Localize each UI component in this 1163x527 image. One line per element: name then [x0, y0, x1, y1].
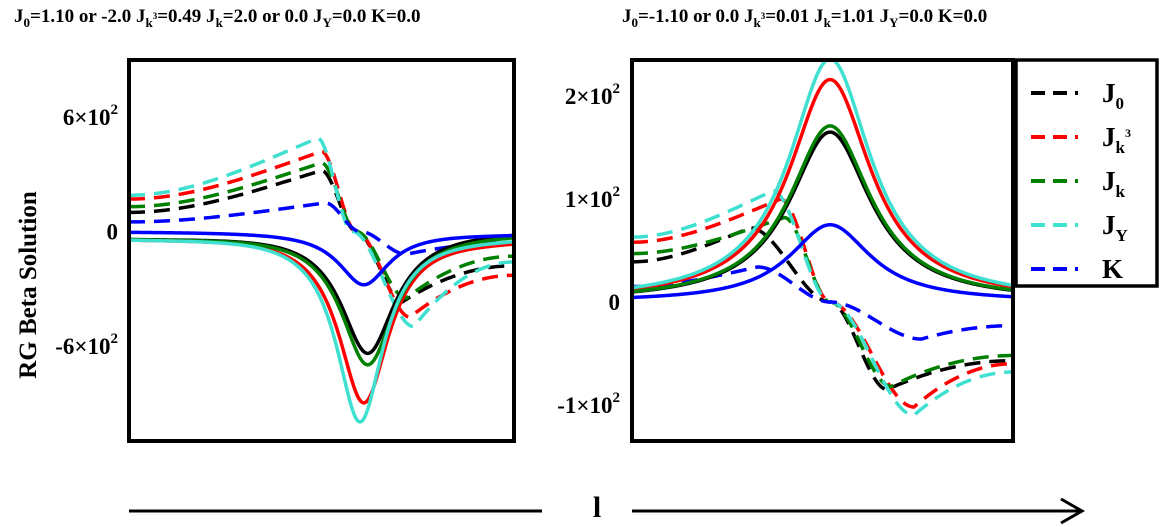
- y-tick-label: 0: [107, 219, 119, 244]
- legend-box: [1014, 58, 1159, 288]
- y-tick-label: 6×102: [63, 102, 118, 130]
- series-line-jk-dashed: [632, 215, 1013, 389]
- series-line-jk3-dashed: [632, 197, 1013, 409]
- y-tick-label: 2×102: [565, 81, 620, 109]
- series-line-jk3-dashed: [129, 149, 514, 319]
- series-line-jy-solid: [129, 238, 514, 424]
- plot-frame: [630, 58, 1015, 443]
- series-line-jk-dashed: [129, 161, 514, 300]
- y-tick-label: 1×102: [565, 184, 620, 212]
- series-line-jk3-solid: [632, 77, 1013, 291]
- series-line-k-solid: [632, 223, 1013, 300]
- legend-label: JY: [1102, 210, 1128, 245]
- y-tick-label: 0: [609, 290, 621, 315]
- plot-frame: [127, 58, 516, 443]
- series-line-jy-dashed: [129, 136, 514, 329]
- series-line-jk3-solid: [129, 238, 514, 405]
- series-line-k-solid: [129, 230, 514, 287]
- chart2-title: J0=-1.10 or 0.0 Jk3=0.01 Jk=1.01 JY=0.0 …: [622, 6, 987, 30]
- series-line-jk-solid: [632, 124, 1013, 294]
- legend-label: K: [1102, 254, 1123, 284]
- series-line-jy-solid: [632, 60, 1013, 290]
- x-axis-label: l: [593, 491, 601, 524]
- y-tick-label: -1×102: [557, 390, 620, 418]
- chart2-plot: 2×102 1×102 0 -1×102: [557, 58, 1015, 443]
- legend-label: Jk: [1102, 166, 1126, 201]
- chart1-plot: 6×102 0 -6×102: [55, 58, 516, 443]
- series-line-j0-dashed: [632, 226, 1013, 392]
- series-line-j0-dashed: [129, 168, 514, 304]
- legend: J0 Jk3 Jk JY K: [1014, 58, 1159, 288]
- y-tick-label: -6×102: [55, 331, 118, 359]
- legend-label: J0: [1102, 78, 1124, 113]
- y-axis-label: RG Beta Solution: [15, 191, 42, 379]
- chart1-title: J0=1.10 or -2.0 Jk3=0.49 Jk=2.0 or 0.0 J…: [14, 6, 421, 30]
- legend-label: Jk3: [1102, 122, 1131, 157]
- series-line-jy-dashed: [632, 189, 1013, 418]
- x-axis-arrowhead: [1060, 497, 1086, 525]
